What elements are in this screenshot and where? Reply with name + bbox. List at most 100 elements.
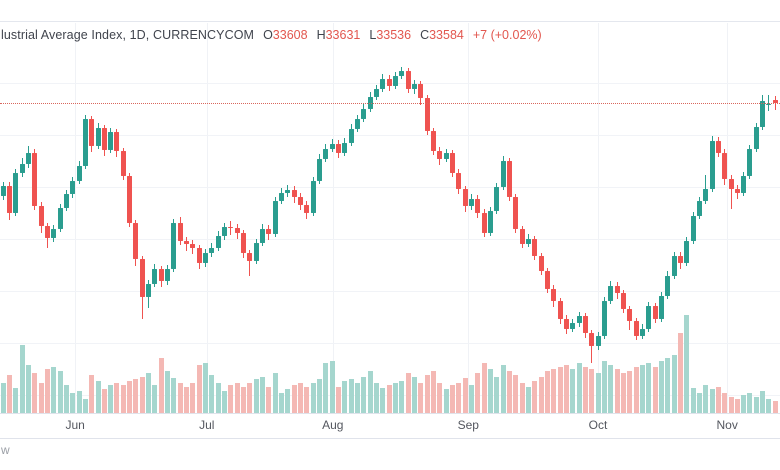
volume-bar bbox=[525, 387, 531, 413]
volume-bar bbox=[703, 385, 709, 413]
volume-bar bbox=[44, 369, 50, 413]
candlestick bbox=[551, 289, 557, 301]
candlestick bbox=[481, 213, 487, 233]
candlestick bbox=[304, 205, 310, 213]
volume-bar bbox=[741, 395, 747, 413]
candlestick bbox=[165, 269, 171, 281]
volume-bar bbox=[449, 385, 455, 413]
volume-bar bbox=[595, 373, 601, 413]
candlestick bbox=[63, 194, 69, 208]
candlestick bbox=[582, 316, 588, 333]
volume-bar bbox=[760, 391, 766, 413]
candlestick bbox=[32, 153, 38, 206]
candlestick bbox=[190, 244, 196, 248]
volume-bar bbox=[266, 387, 272, 413]
watermark-fragment: w bbox=[1, 443, 10, 457]
volume-bar bbox=[76, 391, 82, 413]
volume-bar bbox=[728, 397, 734, 413]
candlestick bbox=[298, 197, 303, 205]
vertical-gridline bbox=[468, 23, 470, 414]
candlestick bbox=[665, 276, 671, 296]
volume-bar bbox=[323, 363, 329, 413]
volume-bar bbox=[494, 377, 500, 413]
time-axis[interactable]: Jun Jul Aug Sep Oct Nov bbox=[0, 413, 780, 439]
candlestick bbox=[253, 243, 259, 261]
candlestick bbox=[399, 71, 405, 76]
volume-bar bbox=[165, 371, 171, 413]
ohlc-low: L33536 bbox=[369, 28, 412, 42]
candlestick bbox=[361, 109, 367, 119]
candlestick bbox=[608, 286, 614, 301]
candlestick bbox=[513, 197, 519, 229]
volume-bar bbox=[127, 381, 133, 413]
volume-bar bbox=[722, 393, 728, 413]
volume-bar bbox=[399, 381, 405, 413]
candlestick bbox=[424, 98, 430, 131]
candlestick bbox=[0, 186, 6, 196]
candlestick bbox=[405, 71, 411, 89]
candlestick bbox=[266, 229, 272, 234]
volume-bar bbox=[310, 383, 316, 413]
candlestick bbox=[374, 89, 379, 97]
candlestick bbox=[44, 226, 50, 238]
candlestick bbox=[627, 309, 633, 321]
candlestick bbox=[449, 153, 455, 173]
candlestick bbox=[13, 173, 19, 213]
candlestick bbox=[152, 269, 158, 284]
candlestick bbox=[25, 153, 31, 164]
candlestick bbox=[772, 99, 778, 103]
volume-bar bbox=[89, 375, 95, 413]
time-axis-label: Nov bbox=[716, 418, 738, 432]
volume-bar bbox=[247, 383, 253, 413]
volume-bar bbox=[367, 371, 373, 413]
volume-bar bbox=[684, 315, 690, 413]
volume-bar bbox=[13, 388, 19, 413]
symbol-header: lustrial Average Index, 1D, CURRENCYCOM … bbox=[1, 28, 542, 44]
candlestick bbox=[494, 187, 500, 211]
candlestick bbox=[639, 329, 645, 336]
volume-bar bbox=[380, 388, 386, 413]
volume-bar bbox=[589, 369, 595, 413]
volume-bar bbox=[336, 387, 341, 413]
volume-bar bbox=[582, 367, 588, 413]
candlestick bbox=[500, 161, 506, 187]
ohlc-close: C33584 bbox=[420, 28, 464, 42]
volume-bar bbox=[481, 363, 487, 413]
candlestick bbox=[317, 159, 322, 181]
volume-bar bbox=[753, 397, 759, 413]
candlestick bbox=[601, 301, 607, 336]
candlestick bbox=[696, 201, 702, 216]
candlestick bbox=[614, 286, 620, 293]
candlestick bbox=[133, 223, 139, 259]
candlestick bbox=[411, 84, 417, 89]
candle-wick bbox=[249, 250, 251, 276]
volume-bar bbox=[317, 379, 322, 413]
candlestick bbox=[532, 239, 538, 256]
candlestick bbox=[544, 271, 550, 289]
volume-bar bbox=[222, 391, 228, 413]
price-pane[interactable] bbox=[0, 23, 780, 414]
volume-bar bbox=[304, 387, 310, 413]
volume-bar bbox=[538, 377, 544, 413]
candlestick bbox=[456, 173, 462, 189]
candlestick bbox=[196, 248, 202, 263]
volume-bar bbox=[658, 361, 664, 413]
candlestick bbox=[19, 164, 25, 173]
volume-bar bbox=[120, 385, 126, 413]
symbol-title[interactable]: lustrial Average Index, 1D, CURRENCYCOM bbox=[1, 28, 255, 42]
volume-bar bbox=[690, 388, 696, 413]
volume-bar bbox=[272, 373, 278, 413]
candlestick bbox=[171, 223, 177, 269]
volume-bar bbox=[329, 361, 335, 413]
candlestick bbox=[576, 316, 582, 323]
time-axis-label: Oct bbox=[588, 418, 608, 432]
candlestick bbox=[741, 176, 747, 193]
candlestick bbox=[652, 306, 658, 319]
volume-bar bbox=[747, 393, 753, 413]
horizontal-gridline bbox=[0, 343, 780, 344]
candlestick bbox=[462, 189, 468, 206]
vertical-gridline bbox=[598, 23, 599, 414]
candlestick bbox=[437, 151, 443, 159]
volume-bar bbox=[766, 399, 772, 413]
